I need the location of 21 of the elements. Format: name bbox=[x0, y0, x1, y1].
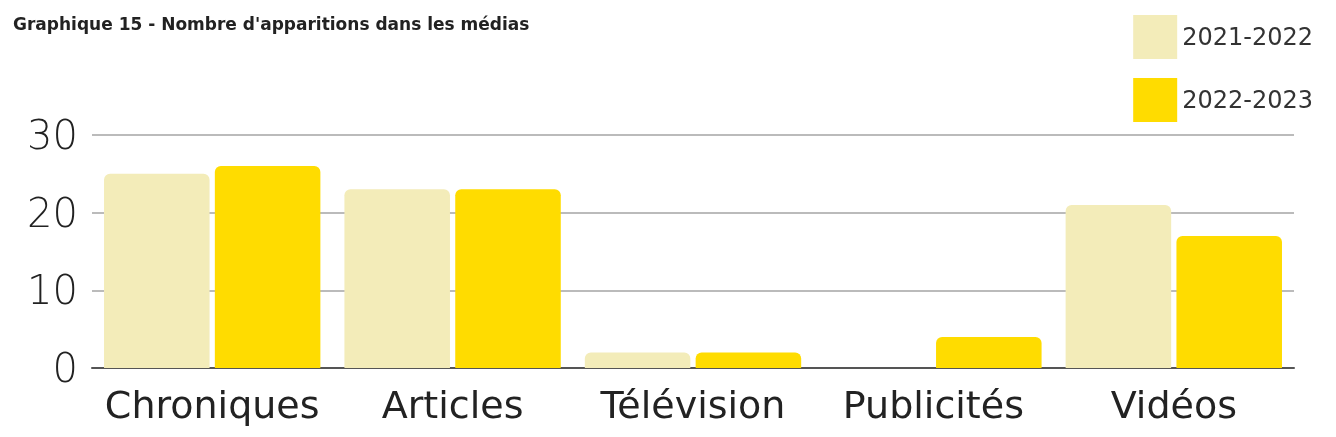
x-tick-label: Chroniques bbox=[104, 383, 320, 427]
x-tick-label: Publicités bbox=[842, 383, 1024, 427]
bar bbox=[1065, 204, 1172, 368]
bar bbox=[104, 173, 210, 368]
x-tick-label: Articles bbox=[381, 383, 524, 427]
y-tick-label: 0 bbox=[52, 345, 78, 391]
legend-label: 2021-2022 bbox=[1182, 23, 1314, 51]
legend-label: 2022-2023 bbox=[1182, 86, 1314, 114]
chart-title: Graphique 15 - Nombre d'apparitions dans les médias bbox=[13, 13, 530, 34]
y-tick-label: 20 bbox=[27, 189, 78, 236]
bar bbox=[584, 352, 691, 368]
x-tick-label: Vidéos bbox=[1110, 383, 1237, 427]
bar bbox=[214, 166, 321, 368]
x-tick-label: Télévision bbox=[599, 383, 786, 427]
bar bbox=[1176, 235, 1282, 368]
y-tick-label: 10 bbox=[27, 267, 78, 314]
bar bbox=[455, 189, 561, 368]
y-tick-label: 30 bbox=[27, 112, 78, 158]
bar bbox=[695, 352, 802, 368]
bar bbox=[936, 336, 1042, 368]
bar bbox=[344, 189, 450, 368]
